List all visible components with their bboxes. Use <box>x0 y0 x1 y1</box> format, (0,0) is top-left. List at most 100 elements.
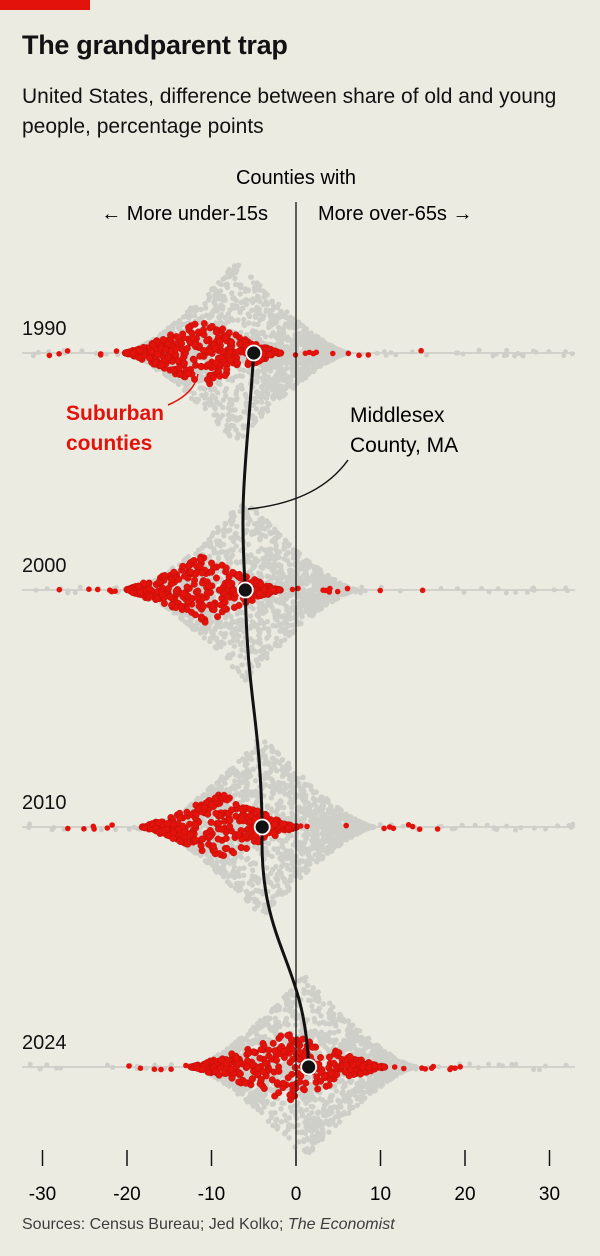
county-dot <box>215 529 221 536</box>
county-dot <box>270 622 276 629</box>
county-dot <box>182 556 189 562</box>
county-dot <box>276 377 282 383</box>
county-dot <box>72 590 78 596</box>
county-dot <box>275 882 281 889</box>
county-dot <box>232 305 238 311</box>
county-dot <box>285 358 291 365</box>
county-dot <box>250 401 257 408</box>
county-dot <box>214 290 220 297</box>
county-dot <box>231 643 238 649</box>
county-dot <box>260 288 267 294</box>
county-dot <box>261 294 267 300</box>
county-dot <box>513 590 519 595</box>
county-dot <box>182 386 188 392</box>
county-dot <box>303 326 309 332</box>
county-dot <box>239 647 245 653</box>
county-dot <box>194 399 200 405</box>
county-dot <box>268 646 274 652</box>
county-dot <box>256 368 262 375</box>
county-dot <box>209 533 215 539</box>
county-dot <box>223 787 230 793</box>
county-dot <box>228 413 234 419</box>
county-dot <box>260 747 266 754</box>
county-dot <box>249 648 255 654</box>
county-dot <box>280 764 286 771</box>
county-dot <box>253 297 260 303</box>
county-dot <box>208 399 214 406</box>
county-dot <box>266 632 272 639</box>
county-dot <box>201 541 208 547</box>
county-dot <box>200 628 206 634</box>
county-dot <box>228 521 235 527</box>
county-dot <box>300 609 306 616</box>
county-dot <box>221 634 227 640</box>
county-dot <box>256 336 262 342</box>
county-dot <box>197 385 203 391</box>
county-dot <box>303 330 309 337</box>
county-dot <box>275 301 282 308</box>
county-dot <box>168 376 174 382</box>
county-dot <box>283 603 290 610</box>
county-dot <box>251 321 257 327</box>
county-dot <box>302 374 308 381</box>
county-dot <box>304 579 311 585</box>
county-dot <box>279 336 285 343</box>
county-dot <box>258 413 265 419</box>
county-dot <box>254 559 260 565</box>
county-dot <box>271 574 277 581</box>
county-dot <box>212 404 218 410</box>
county-dot <box>221 533 227 539</box>
county-dot <box>277 310 283 316</box>
county-dot <box>323 597 329 603</box>
county-dot <box>230 295 237 301</box>
county-dot <box>285 763 291 769</box>
county-dot <box>249 750 256 756</box>
county-dot <box>306 335 312 341</box>
county-dot <box>227 433 233 439</box>
county-dot <box>262 753 268 759</box>
county-dot <box>239 662 245 668</box>
county-dot <box>269 755 276 761</box>
county-dot <box>264 548 270 555</box>
county-dot <box>65 588 71 594</box>
county-dot <box>237 653 243 659</box>
county-dot <box>269 322 275 328</box>
county-dot <box>264 558 270 564</box>
county-dot <box>103 351 109 357</box>
county-dot <box>529 587 535 593</box>
county-dot <box>255 661 261 667</box>
county-dot <box>388 350 394 356</box>
county-dot <box>289 324 295 330</box>
county-dot <box>292 332 298 338</box>
county-dot <box>221 293 227 300</box>
county-dot <box>215 555 222 561</box>
county-dot <box>268 795 274 801</box>
county-dot <box>334 593 340 600</box>
county-dot <box>188 305 194 311</box>
county-dot <box>254 388 260 395</box>
county-dot <box>244 511 250 517</box>
county-dot <box>476 347 482 353</box>
county-dot <box>223 553 229 559</box>
county-dot <box>325 799 331 805</box>
county-dot <box>319 794 325 801</box>
county-dot <box>209 394 215 400</box>
county-dot <box>290 550 296 556</box>
county-dot <box>515 351 521 356</box>
county-dot <box>284 334 291 340</box>
county-dot <box>311 356 317 363</box>
county-dot <box>286 381 292 388</box>
county-dot <box>397 588 403 594</box>
county-dot <box>288 568 294 574</box>
county-dot <box>222 428 229 434</box>
county-dot <box>546 349 552 355</box>
county-dot <box>524 589 530 595</box>
county-dot <box>294 575 300 581</box>
county-dot <box>228 882 234 889</box>
county-dot <box>249 329 255 336</box>
county-dot <box>259 399 265 405</box>
county-dot <box>292 613 298 619</box>
county-dot <box>230 538 237 545</box>
county-dot <box>234 523 240 529</box>
county-dot <box>30 353 36 359</box>
